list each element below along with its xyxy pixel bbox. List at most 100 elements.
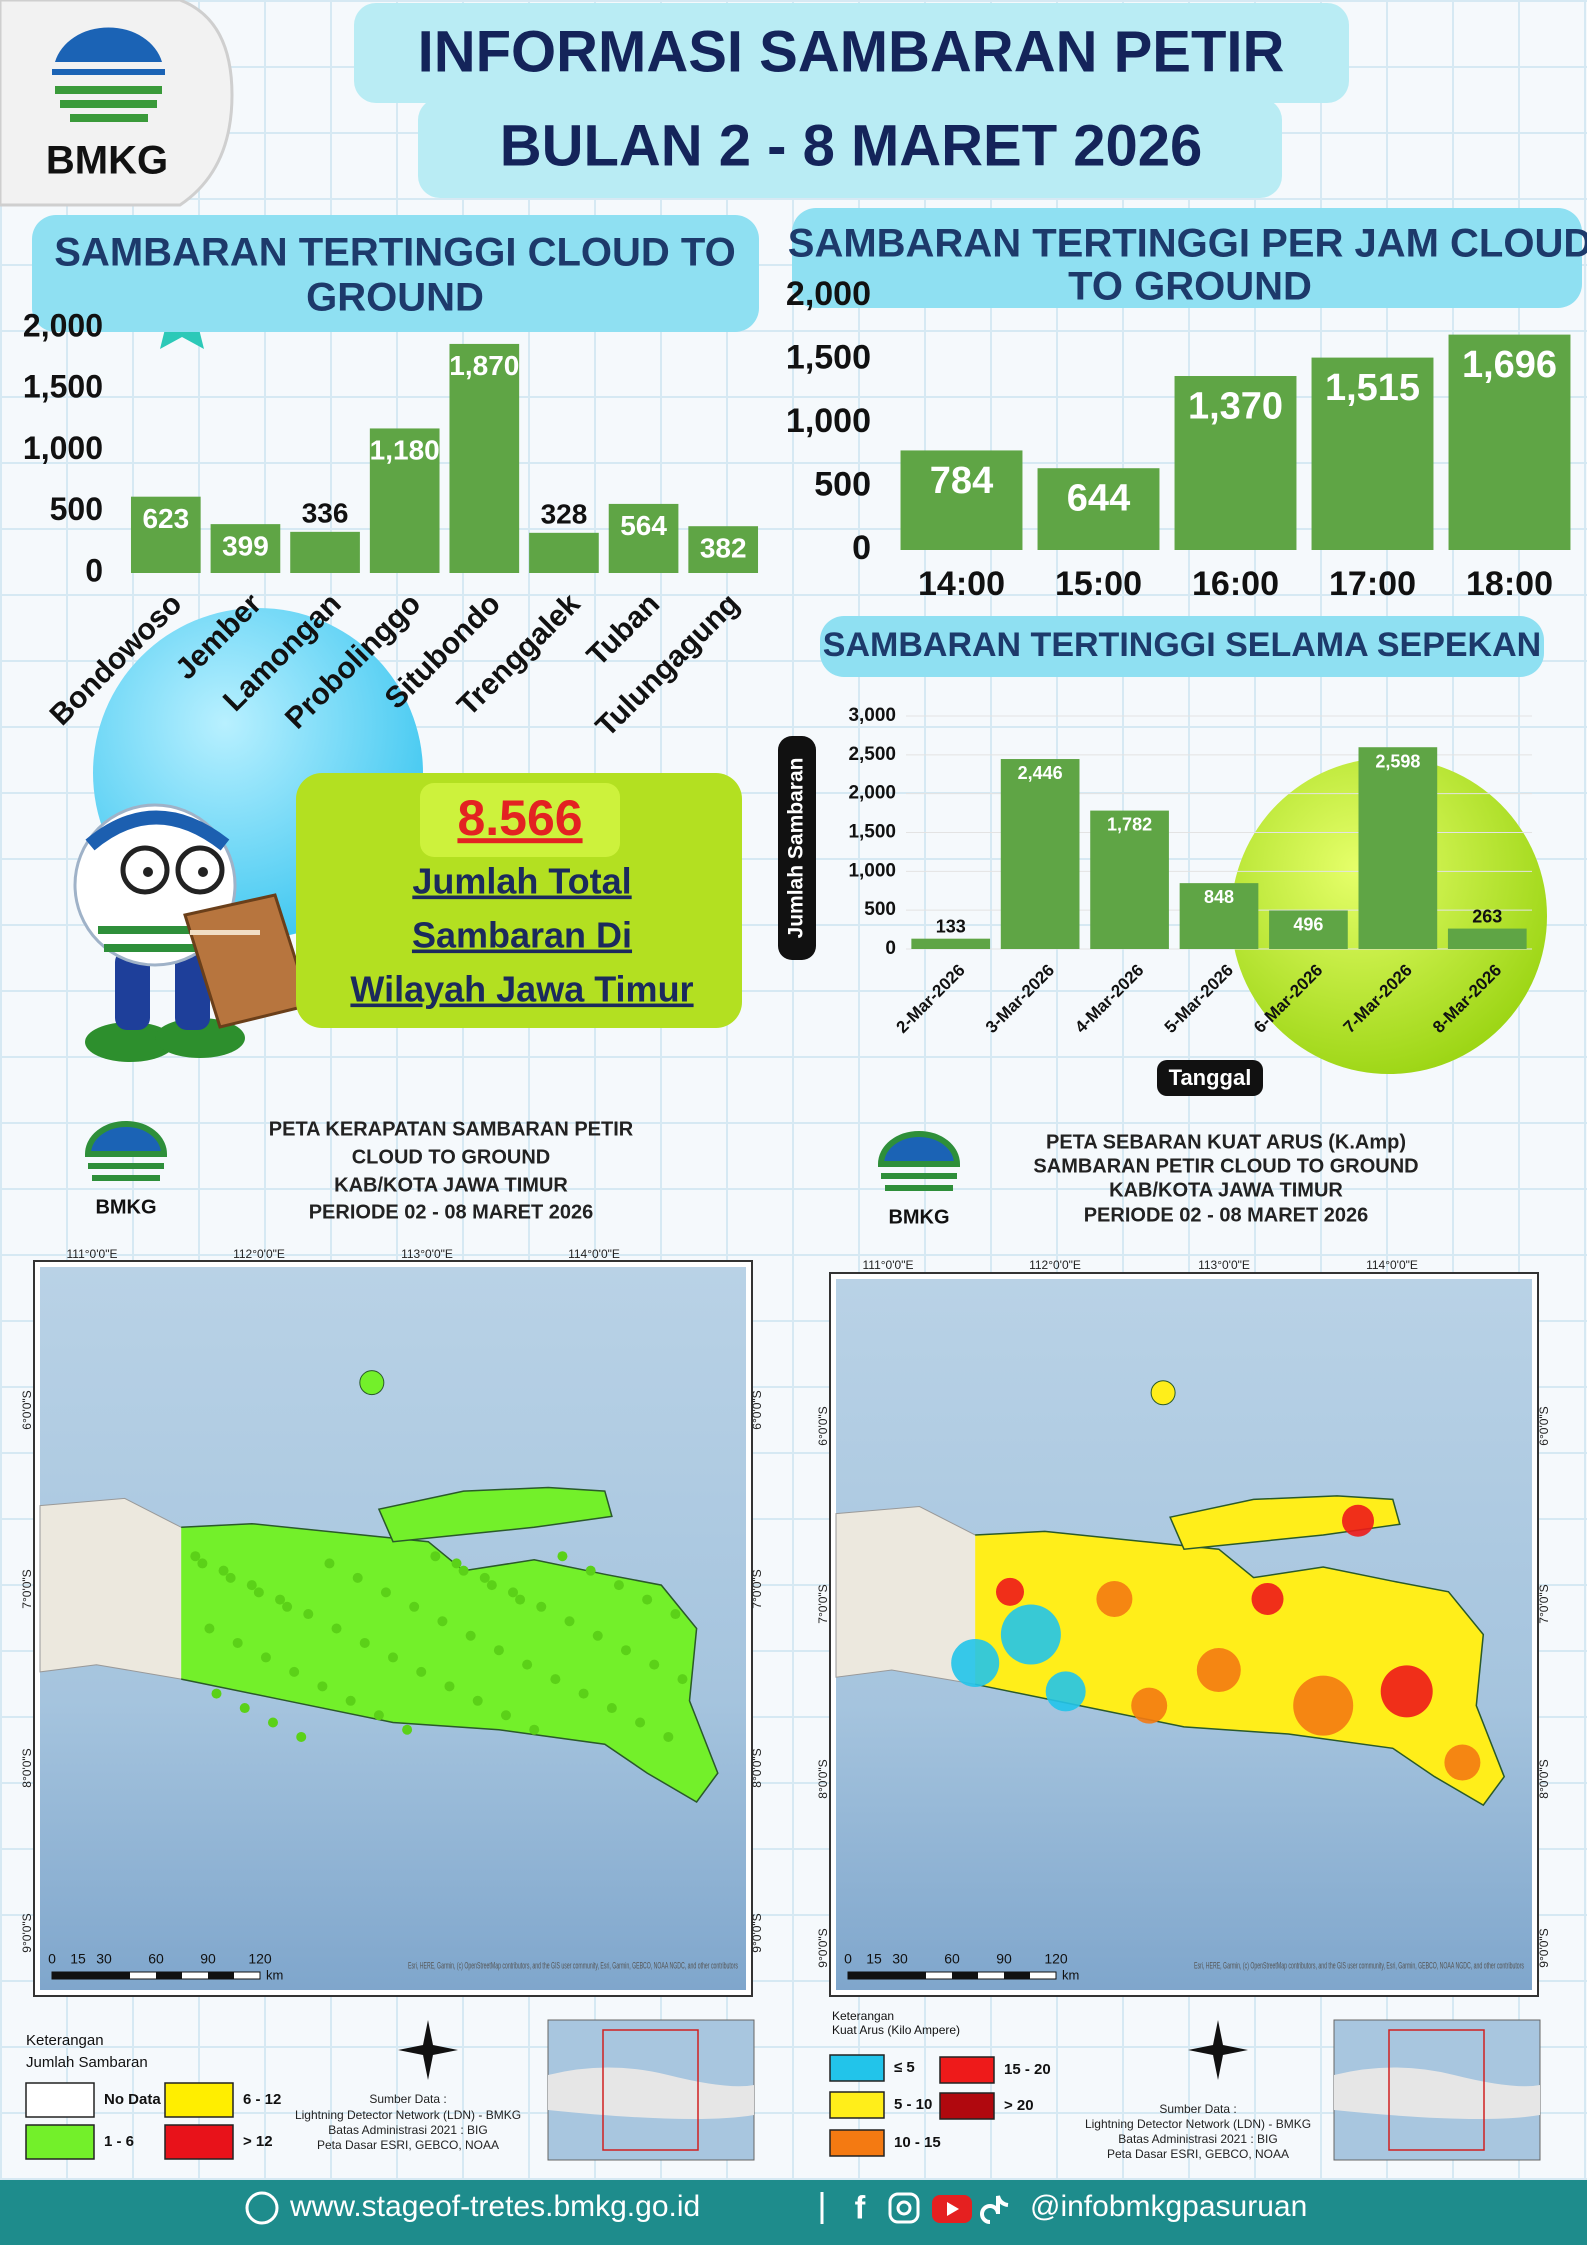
data-label: 1,180 [370,435,440,466]
y-axis-label: Jumlah Sambaran [785,758,808,939]
data-label: 1,515 [1325,367,1420,409]
scale-seg [156,1972,182,1979]
dot [296,1731,307,1742]
scale-label: 0 [844,1951,852,1967]
data-label: 1,870 [449,350,519,381]
dot [486,1580,497,1591]
logo-mark [52,27,165,122]
lat-label: 9°0'0"S [750,1913,764,1952]
map-title: CLOUD TO GROUND [352,1146,551,1168]
dot [578,1688,589,1699]
island [359,1370,385,1396]
dot [642,1594,653,1605]
map-logo-text: BMKG [95,1196,156,1218]
map-title: PERIODE 02 - 08 MARET 2026 [309,1201,594,1223]
scale-seg [104,1972,130,1979]
lon-label: 113°0'0"E [401,1247,453,1261]
legend-swatch [829,2129,885,2157]
attribution: Esri, HERE, Garmin, (c) OpenStreetMap co… [408,1960,738,1970]
logo-text: BMKG [46,139,168,183]
dot [677,1674,688,1685]
x-tick-label: 2-Mar-2026 [892,961,968,1037]
data-label: 1,370 [1188,385,1283,427]
dot [225,1572,236,1583]
scale-unit: km [266,1967,283,1982]
scale-seg [1004,1972,1030,1979]
legend-label: 10 - 15 [894,2134,941,2151]
inset-land [1334,2067,1540,2119]
y-tick-label: 1,500 [786,338,871,376]
dot [190,1551,201,1562]
total-text: Sambaran Di [412,915,632,956]
dot [352,1572,363,1583]
legend-title: Keterangan [26,2032,104,2049]
data-label: 336 [302,497,349,528]
total-value-pill [420,783,620,857]
total-text: Wilayah Jawa Timur [350,969,693,1010]
dot [635,1717,646,1728]
bar [290,531,360,573]
legend-title: Keterangan [832,2009,894,2023]
dot [536,1601,547,1612]
x-tick-label: 3-Mar-2026 [982,961,1058,1037]
chart-title: TO GROUND [1068,265,1312,309]
scale-seg [874,1972,900,1979]
dot [430,1551,441,1562]
dot [529,1724,540,1735]
data-label: 399 [222,530,269,561]
dot [345,1695,356,1706]
chart-title-pill [820,616,1544,677]
scale-label: 0 [48,1951,56,1967]
lat-label: 8°0'0"S [1537,1759,1551,1798]
x-axis-label: Tanggal [1169,1065,1252,1090]
legend-label: No Data [104,2091,161,2108]
main-title: BULAN 2 - 8 MARET 2026 [500,113,1203,178]
scale-label: 90 [200,1951,216,1967]
y-tick-label: 1,500 [848,822,896,843]
chart-title: SAMBARAN TERTINGGI PER JAM CLOUD [788,222,1587,266]
dot [508,1587,519,1598]
dot [437,1616,448,1627]
blob [996,1577,1024,1606]
social-icons: f [855,2189,1009,2225]
map-title: SAMBARAN PETIR CLOUD TO GROUND [1033,1155,1418,1177]
dot [649,1659,660,1670]
dot [373,1710,384,1721]
map-title: PETA SEBARAN KUAT ARUS (K.Amp) [1046,1131,1406,1153]
dot [317,1681,328,1692]
lon-label: 111°0'0"E [863,1258,914,1272]
dot [324,1558,335,1569]
blob [1444,1744,1481,1781]
lon-label: 114°0'0"E [1366,1258,1418,1272]
title-pill [418,98,1282,198]
footer-website[interactable]: www.stageof-tretes.bmkg.go.id [289,2190,700,2223]
map [33,1260,753,1997]
dot [557,1551,568,1562]
dot [275,1594,286,1605]
scale-label: 120 [248,1951,272,1967]
lat-label: 7°0'0"S [816,1584,830,1623]
dot [444,1681,455,1692]
data-label: 644 [1067,478,1130,520]
dot [409,1601,420,1612]
chart-title: SAMBARAN TERTINGGI CLOUD TO [54,231,735,275]
y-tick-label: 1,000 [848,860,896,881]
footer-social[interactable]: @infobmkgpasuruan [1030,2190,1307,2223]
lat-label: 9°0'0"S [20,1913,34,1952]
scale-seg [78,1972,104,1979]
dot [331,1623,342,1634]
scale-seg [208,1972,234,1979]
legend-subtitle: Kuat Arus (Kilo Ampere) [832,2023,960,2037]
scale-seg [952,1972,978,1979]
x-tick-label: 15:00 [1055,565,1142,603]
scale-seg [52,1972,78,1979]
footer-bar [0,2180,1587,2245]
scale-seg [900,1972,926,1979]
bar [1037,468,1160,550]
bar [900,450,1023,550]
legend-label: 5 - 10 [894,2096,932,2113]
dot [211,1688,222,1699]
dot [282,1601,293,1612]
inset-extent [602,2029,699,2151]
